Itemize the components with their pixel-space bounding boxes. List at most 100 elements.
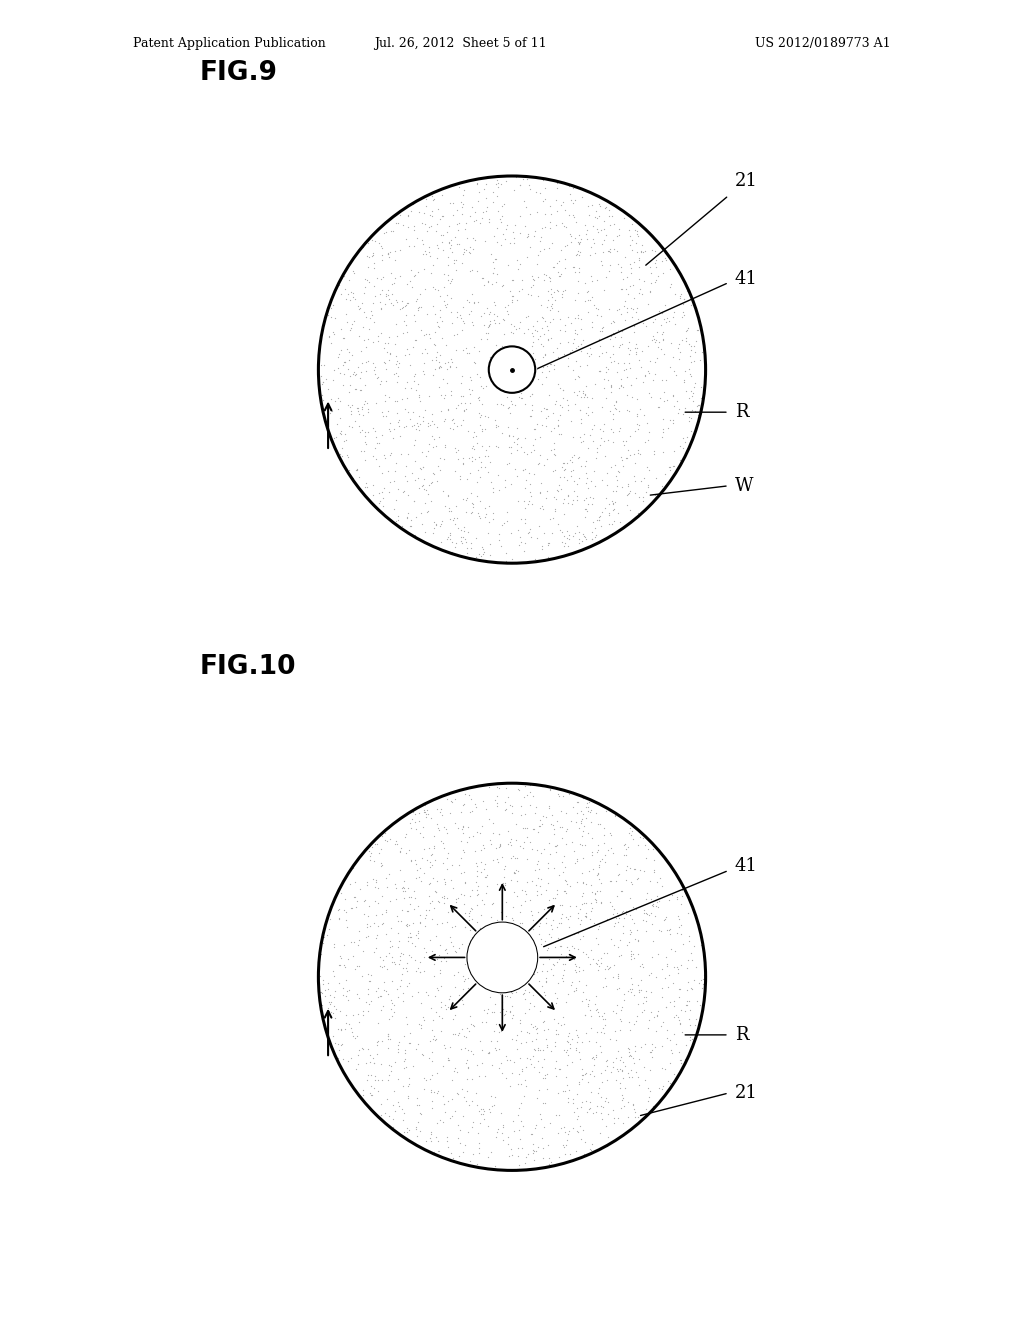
Point	[486, 409, 503, 430]
Point	[616, 247, 633, 268]
Point	[559, 347, 575, 368]
Point	[569, 366, 586, 387]
Point	[543, 352, 559, 374]
Point	[678, 330, 694, 351]
Point	[535, 335, 551, 356]
Point	[455, 816, 471, 837]
Point	[387, 213, 403, 234]
Point	[545, 308, 561, 329]
Point	[613, 1097, 630, 1118]
Point	[567, 1038, 584, 1059]
Point	[651, 891, 668, 912]
Point	[396, 1026, 413, 1047]
Point	[688, 330, 705, 351]
Point	[469, 1154, 485, 1175]
Point	[414, 1044, 430, 1065]
Point	[425, 1142, 441, 1163]
Point	[488, 873, 505, 894]
Point	[433, 513, 450, 535]
Point	[579, 375, 595, 396]
Point	[555, 1006, 571, 1027]
Point	[505, 845, 521, 866]
Point	[578, 906, 594, 927]
Point	[569, 304, 586, 325]
Point	[504, 956, 520, 977]
Point	[519, 784, 536, 805]
Point	[466, 210, 482, 231]
Point	[377, 829, 393, 850]
Point	[330, 388, 346, 409]
Point	[418, 1069, 434, 1090]
Point	[580, 946, 596, 968]
Point	[464, 438, 480, 459]
Point	[624, 974, 640, 995]
Point	[536, 1138, 552, 1159]
Point	[612, 375, 629, 396]
Point	[520, 318, 537, 339]
Point	[327, 428, 343, 449]
Point	[446, 513, 463, 535]
Point	[370, 367, 386, 388]
Point	[461, 902, 477, 923]
Point	[456, 400, 472, 421]
Point	[390, 506, 407, 527]
Point	[567, 337, 584, 358]
Point	[368, 927, 384, 948]
Point	[469, 173, 485, 194]
Point	[579, 1090, 595, 1111]
Point	[644, 946, 660, 968]
Point	[500, 787, 516, 808]
Point	[525, 1056, 542, 1077]
Point	[340, 990, 356, 1011]
Point	[560, 306, 577, 327]
Point	[572, 318, 589, 339]
Point	[544, 895, 560, 916]
Point	[596, 445, 612, 466]
Point	[633, 470, 649, 491]
Point	[382, 263, 398, 284]
Point	[510, 490, 526, 511]
Point	[575, 490, 592, 511]
Point	[512, 972, 528, 993]
Point	[359, 913, 376, 935]
Point	[553, 1118, 569, 1139]
Point	[606, 312, 623, 333]
Point	[408, 380, 424, 401]
Point	[410, 957, 426, 978]
Point	[500, 397, 516, 418]
Point	[531, 498, 548, 519]
Point	[642, 1081, 658, 1102]
Point	[558, 1134, 574, 1155]
Point	[654, 426, 671, 447]
Point	[505, 220, 521, 242]
Point	[374, 913, 390, 935]
Point	[480, 407, 497, 428]
Point	[408, 818, 424, 840]
Point	[462, 236, 478, 257]
Point	[650, 919, 667, 940]
Point	[671, 987, 687, 1008]
Point	[388, 453, 404, 474]
Point	[381, 942, 397, 964]
Point	[597, 362, 613, 383]
Point	[417, 907, 433, 928]
Point	[477, 498, 494, 519]
Point	[560, 492, 577, 513]
Point	[366, 912, 382, 933]
Point	[596, 851, 612, 873]
Point	[423, 1041, 439, 1063]
Point	[630, 442, 646, 463]
Point	[478, 883, 495, 904]
Point	[375, 495, 391, 516]
Point	[319, 998, 336, 1019]
Point	[454, 1078, 470, 1100]
Point	[481, 1102, 498, 1123]
Point	[388, 888, 404, 909]
Point	[453, 392, 469, 413]
Point	[373, 838, 389, 859]
Point	[473, 862, 489, 883]
Point	[496, 310, 512, 331]
Point	[556, 467, 572, 488]
Point	[489, 201, 506, 222]
Point	[521, 832, 538, 853]
